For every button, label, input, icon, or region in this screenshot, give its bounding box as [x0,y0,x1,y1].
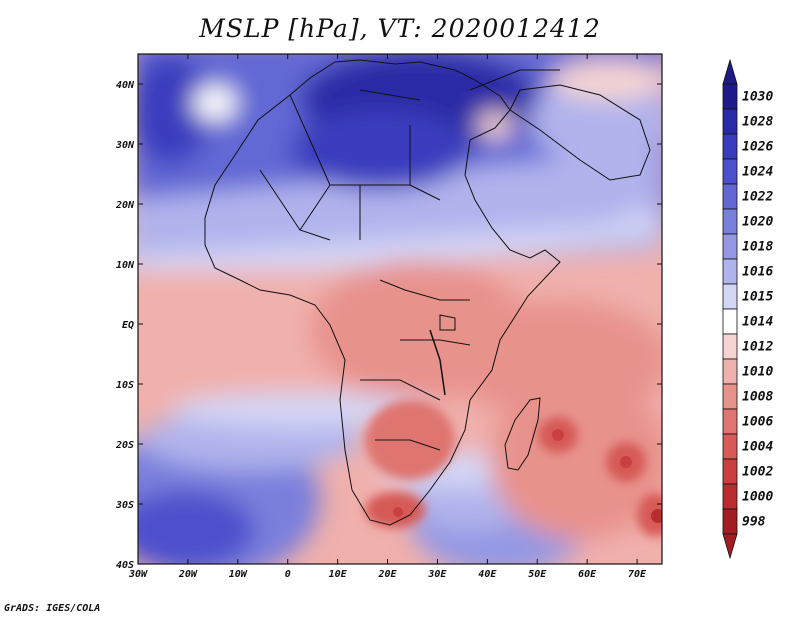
y-tick-label: 20S [115,440,134,451]
y-tick-label: 30S [115,500,134,511]
low-pressure-center-3 [651,509,662,523]
pressure-field [138,54,662,564]
colorbar-label: 1014 [742,315,773,330]
colorbar-swatch [722,258,738,285]
low-pressure-center-2 [620,456,632,468]
y-tick-label: 10S [116,380,134,391]
colorbar-label: 1006 [742,415,773,430]
colorbar-swatch [722,233,738,260]
colorbar-label: 1002 [742,465,773,480]
colorbar-label: 1010 [742,365,773,380]
y-tick-label: 30N [115,140,135,151]
colorbar-label: 1016 [742,265,773,280]
colorbar-label: 998 [742,515,766,530]
colorbar-swatch [722,283,738,310]
x-tick-label: 10W [229,569,248,580]
grads-credit: GrADS: IGES/COLA [4,603,101,614]
colorbar-swatch [722,133,738,160]
colorbar-swatch [722,108,738,135]
colorbar-swatch [722,508,738,535]
x-tick-label: 70E [628,569,647,580]
colorbar-swatch [722,383,738,410]
y-tick-label: EQ [122,320,134,331]
x-axis: 30W 20W 10W 0 10E 20E 30E 40E 50E 60E 70E [128,54,647,580]
y-tick-label: 10N [116,260,135,271]
colorbar-swatch [722,408,738,435]
y-tick-label: 20N [115,200,135,211]
y-tick-label: 40N [116,80,135,91]
colorbar-label: 1012 [742,340,773,355]
y-tick-label: 40S [116,560,134,571]
colorbar-label: 1018 [742,240,773,255]
colorbar: 1030 1028 1026 1024 1022 1020 1018 1016 1015 1014… [722,58,773,560]
x-tick-label: 60E [578,569,597,580]
colorbar-swatch [722,158,738,185]
colorbar-swatch [722,183,738,210]
colorbar-label: 1004 [742,440,773,455]
x-tick-label: 30W [128,569,148,580]
colorbar-bottom-arrow [722,533,738,560]
low-pressure-center-1 [552,429,564,441]
colorbar-label: 1022 [742,190,773,205]
x-tick-label: 50E [528,569,547,580]
colorbar-swatch [722,333,738,360]
colorbar-label: 1020 [742,215,773,230]
colorbar-swatch [722,458,738,485]
colorbar-label: 1024 [742,165,773,180]
coastlines [204,59,651,526]
x-tick-label: 20W [178,569,198,580]
colorbar-swatch [722,308,738,335]
colorbar-label: 1000 [742,490,773,505]
plot-frame [137,53,663,565]
colorbar-swatch [722,433,738,460]
madagascar [504,397,541,471]
map-title: MSLP [hPa], VT: 2020012412 [199,14,601,43]
colorbar-label: 1028 [742,115,773,130]
colorbar-label: 1008 [742,390,773,405]
colorbar-label: 1015 [742,290,773,305]
x-tick-label: 20E [377,569,397,580]
colorbar-label: 1030 [742,90,773,105]
x-tick-label: 10E [329,569,348,580]
colorbar-swatch [722,483,738,510]
x-tick-label: 40E [478,569,497,580]
colorbar-swatch [722,358,738,385]
x-tick-label: 30E [427,569,447,580]
colorbar-swatch [722,83,738,110]
colorbar-top-arrow [722,58,738,85]
low-pressure-center-4 [393,507,403,517]
y-axis: 40N 30N 20N 10N EQ 10S 20S 30S 40S [115,80,662,571]
colorbar-swatch [722,208,738,235]
x-tick-label: 0 [285,569,291,580]
colorbar-label: 1026 [742,140,773,155]
